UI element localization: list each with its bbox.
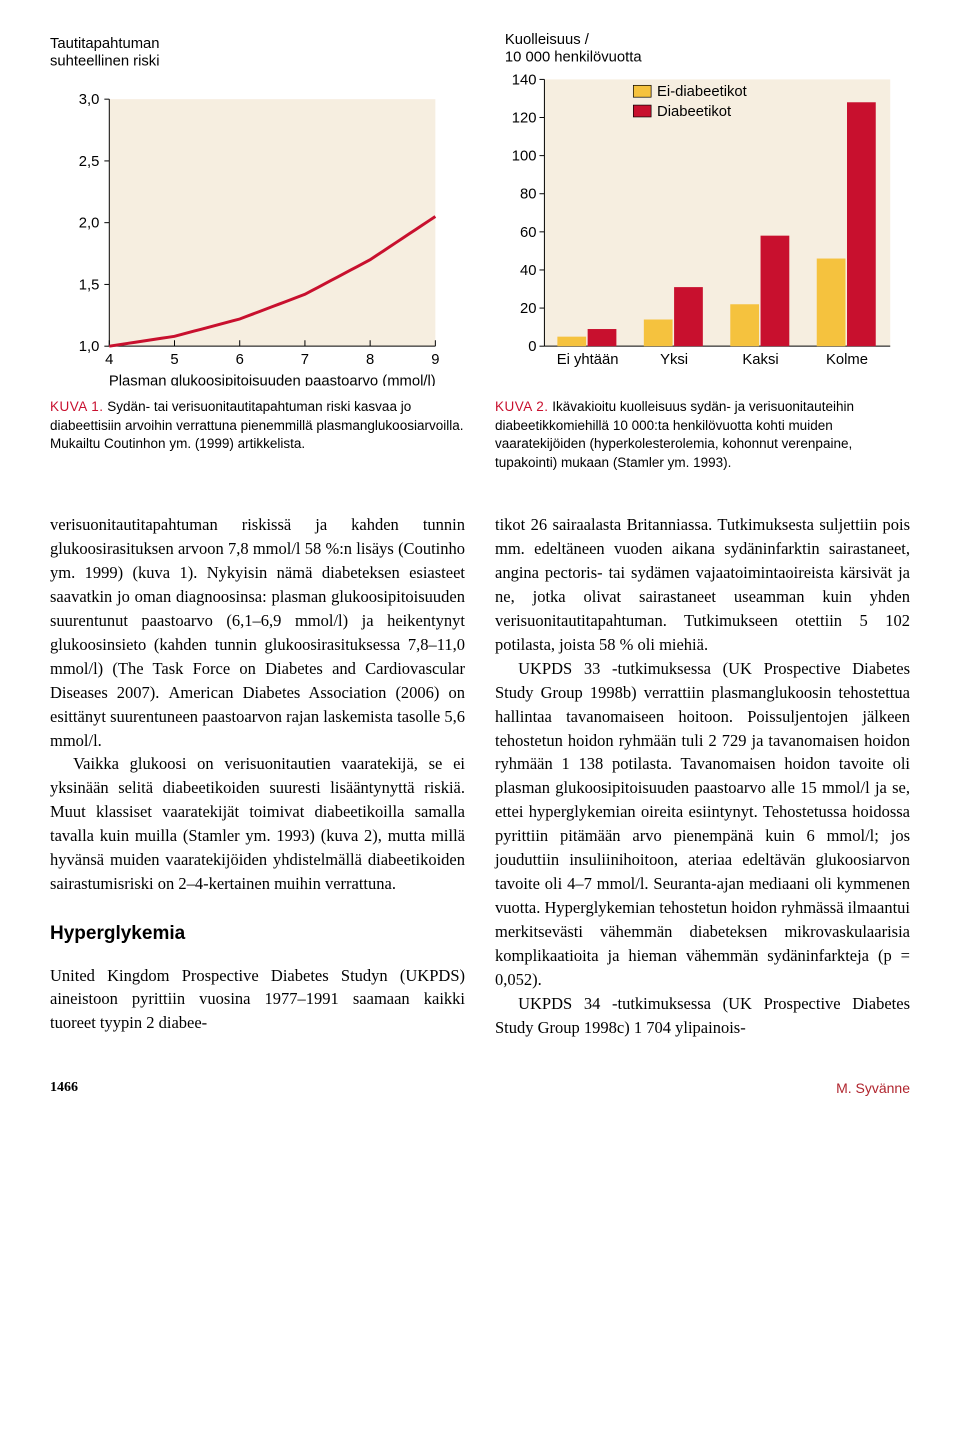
- svg-text:Ei yhtään: Ei yhtään: [557, 352, 619, 368]
- body-right-p2: UKPDS 33 -tutkimuksessa (UK Prospective …: [495, 657, 910, 992]
- svg-text:9: 9: [431, 352, 439, 368]
- svg-text:120: 120: [512, 110, 537, 126]
- body-columns: verisuonitautitapahtuman riskissä ja kah…: [50, 513, 910, 1039]
- svg-text:Kuolleisuus /: Kuolleisuus /: [505, 32, 590, 48]
- svg-text:100: 100: [512, 149, 537, 165]
- body-left-p3: United Kingdom Prospective Diabetes Stud…: [50, 964, 465, 1036]
- page-footer: 1466 M. Syvänne: [50, 1080, 910, 1096]
- svg-text:6: 6: [236, 352, 244, 368]
- svg-text:Ei-diabeetikot: Ei-diabeetikot: [657, 84, 747, 100]
- chart-2-panel: Kuolleisuus / 10 000 henkilövuotta 0 20 40 60…: [495, 30, 910, 473]
- svg-text:5: 5: [170, 352, 178, 368]
- line-chart: Tautitapahtuman suhteellinen riski 1,0 1,5 2…: [50, 30, 465, 386]
- svg-text:Kaksi: Kaksi: [742, 352, 778, 368]
- svg-text:2,5: 2,5: [79, 154, 100, 170]
- body-left-p1: verisuonitautitapahtuman riskissä ja kah…: [50, 513, 465, 752]
- svg-text:0: 0: [528, 339, 536, 355]
- svg-text:Yksi: Yksi: [660, 352, 688, 368]
- svg-text:140: 140: [512, 72, 537, 88]
- svg-text:Tautitapahtuman: Tautitapahtuman: [50, 36, 160, 52]
- body-right-p1: tikot 26 sairaalasta Britanniassa. Tutki…: [495, 513, 910, 657]
- svg-text:40: 40: [520, 263, 536, 279]
- svg-text:1,5: 1,5: [79, 277, 100, 293]
- page-number: 1466: [50, 1080, 78, 1096]
- svg-text:4: 4: [105, 352, 113, 368]
- svg-text:Diabeetikot: Diabeetikot: [657, 104, 731, 120]
- svg-text:60: 60: [520, 225, 536, 241]
- bar-chart: Kuolleisuus / 10 000 henkilövuotta 0 20 40 60…: [495, 30, 910, 386]
- svg-text:1,0: 1,0: [79, 339, 100, 355]
- svg-text:8: 8: [366, 352, 374, 368]
- svg-text:Plasman glukoosipitoisuuden pa: Plasman glukoosipitoisuuden paastoarvo (…: [109, 374, 436, 386]
- svg-text:80: 80: [520, 187, 536, 203]
- body-left-p2: Vaikka glukoosi on verisuonitautien vaar…: [50, 752, 465, 896]
- chart-1-caption-text: Sydän- tai verisuonitautitapahtuman risk…: [50, 399, 463, 452]
- chart-2-caption-text: Ikävakioitu kuolleisuus sydän- ja verisu…: [495, 399, 854, 471]
- chart-2-caption-label: KUVA 2.: [495, 399, 549, 414]
- svg-text:20: 20: [520, 301, 536, 317]
- chart-1-caption-label: KUVA 1.: [50, 399, 104, 414]
- chart-1-caption: KUVA 1. Sydän- tai verisuonitautitapahtu…: [50, 398, 465, 455]
- chart-1-panel: Tautitapahtuman suhteellinen riski 1,0 1,5 2…: [50, 30, 465, 473]
- svg-text:3,0: 3,0: [79, 92, 100, 108]
- svg-text:suhteellinen riski: suhteellinen riski: [50, 54, 160, 70]
- svg-text:2,0: 2,0: [79, 216, 100, 232]
- body-right-p3: UKPDS 34 -tutkimuksessa (UK Prospective …: [495, 992, 910, 1040]
- section-heading-hyperglykemia: Hyperglykemia: [50, 920, 465, 948]
- svg-text:Kolme: Kolme: [826, 352, 868, 368]
- footer-author: M. Syvänne: [836, 1080, 910, 1096]
- svg-text:7: 7: [301, 352, 309, 368]
- chart-2-caption: KUVA 2. Ikävakioitu kuolleisuus sydän- j…: [495, 398, 910, 474]
- body-right-column: tikot 26 sairaalasta Britanniassa. Tutki…: [495, 513, 910, 1039]
- body-left-column: verisuonitautitapahtuman riskissä ja kah…: [50, 513, 465, 1039]
- svg-text:10 000 henkilövuotta: 10 000 henkilövuotta: [505, 50, 642, 66]
